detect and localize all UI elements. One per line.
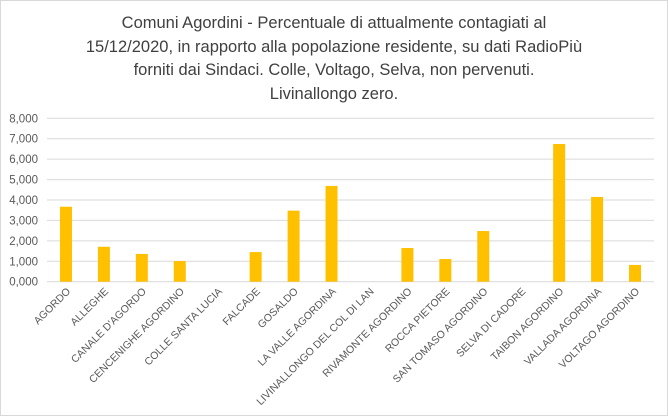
title-line: 15/12/2020, in rapporto alla popolazione…	[85, 37, 583, 56]
y-tick-label: 4,000	[9, 195, 38, 207]
y-tick-label: 6,000	[9, 154, 38, 166]
y-tick-label: 5,000	[9, 175, 38, 187]
bar	[553, 144, 566, 282]
bar	[97, 246, 110, 282]
x-tick-label: COLLE SANTA LUCIA	[142, 286, 225, 369]
x-tick-label: ROCCA PIETORE	[383, 286, 452, 355]
y-tick-label: 2,000	[9, 236, 38, 248]
bar	[629, 264, 642, 282]
bar	[59, 206, 72, 282]
x-tick-label: AGORDO	[32, 286, 73, 327]
x-tick-label: SELVA DI CADORE	[454, 286, 528, 360]
bar	[325, 185, 338, 282]
bar	[477, 231, 490, 282]
x-tick-label: TAIBON AGORDINO	[489, 286, 567, 364]
y-tick-label: 8,000	[9, 113, 38, 125]
bar	[439, 259, 452, 282]
bar	[173, 261, 186, 282]
bar	[287, 210, 300, 282]
y-tick-label: 7,000	[9, 134, 38, 146]
chart-title: Comuni Agordini - Percentuale di attualm…	[0, 12, 668, 106]
bar	[249, 252, 262, 282]
y-tick-label: 0,000	[9, 277, 38, 289]
y-tick-label: 3,000	[9, 215, 38, 227]
bar	[401, 247, 414, 282]
bar	[135, 253, 148, 282]
y-tick-label: 1,000	[9, 256, 38, 268]
title-line: Livinallongo zero.	[269, 84, 399, 103]
x-tick-label: CANALE D'AGORDO	[69, 286, 149, 366]
title-line: forniti dai Sindaci. Colle, Voltago, Sel…	[133, 61, 535, 79]
title-line: Comuni Agordini - Percentuale di attualm…	[121, 14, 547, 32]
bar	[591, 196, 604, 282]
